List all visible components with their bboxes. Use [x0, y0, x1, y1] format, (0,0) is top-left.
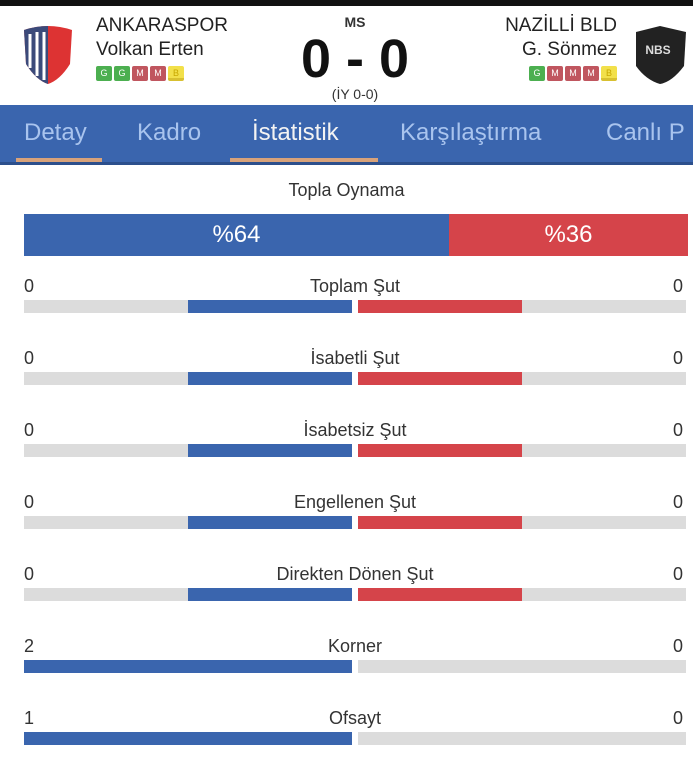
away-track	[358, 516, 686, 529]
away-team-logo[interactable]: NBS	[632, 24, 688, 86]
possession-title: Topla Oynama	[288, 180, 405, 200]
away-value: 0	[672, 420, 683, 440]
home-bar	[24, 732, 352, 745]
away-bar	[358, 588, 522, 601]
away-track	[358, 444, 686, 457]
home-value: 0	[24, 564, 35, 584]
home-track	[24, 372, 352, 385]
home-value: 0	[24, 348, 35, 368]
home-track	[24, 588, 352, 601]
home-possession-value: %64	[212, 221, 261, 248]
away-track	[358, 300, 686, 313]
form-badge: M	[132, 66, 148, 81]
stat-row: 0 Toplam Şut 0	[0, 276, 693, 348]
stat-label: Engellenen Şut	[293, 492, 417, 512]
away-track	[358, 588, 686, 601]
away-bar	[358, 444, 522, 457]
form-badge: M	[583, 66, 599, 81]
away-bar	[358, 372, 522, 385]
status-bar	[0, 0, 693, 6]
stat-row: 0 Engellenen Şut 0	[0, 492, 693, 564]
home-track	[24, 300, 352, 313]
home-team-logo[interactable]	[20, 24, 76, 86]
away-possession-bar: %36	[449, 214, 688, 256]
form-badge: G	[96, 66, 112, 81]
home-coach: Volkan Erten	[96, 39, 204, 60]
half-time-score: (İY 0-0)	[331, 86, 379, 102]
tab-1[interactable]: Kadro	[137, 119, 202, 146]
away-value: 0	[672, 348, 683, 368]
active-tab-indicator	[230, 158, 378, 162]
stat-label: Ofsayt	[328, 708, 381, 728]
stat-row: 0 İsabetsiz Şut 0	[0, 420, 693, 492]
away-track	[358, 372, 686, 385]
tab-indicator	[16, 158, 102, 162]
away-value: 0	[672, 276, 683, 296]
tab-0[interactable]: Detay	[24, 119, 87, 146]
away-bar	[358, 300, 522, 313]
match-status: MS	[344, 14, 366, 30]
away-possession-value: %36	[544, 221, 593, 248]
home-bar	[24, 660, 352, 673]
away-logo-text: NBS	[645, 43, 670, 57]
home-bar	[188, 300, 352, 313]
home-bar	[188, 444, 352, 457]
stat-label: Korner	[327, 636, 383, 656]
tab-3[interactable]: Karşılaştırma	[400, 119, 542, 146]
home-possession-bar: %64	[24, 214, 449, 256]
home-bar	[188, 588, 352, 601]
score: 0 - 0	[300, 29, 410, 89]
form-badge: G	[114, 66, 130, 81]
away-bar	[358, 516, 522, 529]
home-value: 0	[24, 492, 35, 512]
stat-label: İsabetsiz Şut	[303, 420, 407, 440]
home-bar	[188, 372, 352, 385]
away-coach: G. Sönmez	[521, 39, 617, 60]
form-badge: M	[565, 66, 581, 81]
away-track	[358, 732, 686, 745]
tab-4[interactable]: Canlı P	[606, 119, 685, 146]
stat-row: 2 Korner 0	[0, 636, 693, 708]
tab-bar: Detay Kadro İstatistik Karşılaştırma Canlı P	[0, 105, 693, 165]
stat-label: Toplam Şut	[309, 276, 401, 296]
away-value: 0	[672, 492, 683, 512]
form-badge: M	[150, 66, 166, 81]
away-value: 0	[672, 708, 683, 728]
away-value: 0	[672, 564, 683, 584]
home-track	[24, 516, 352, 529]
stat-label: İsabetli Şut	[310, 348, 400, 368]
form-badge: B	[168, 66, 184, 81]
home-team-name: ANKARASPOR	[96, 15, 228, 36]
form-badge: M	[547, 66, 563, 81]
away-value: 0	[672, 636, 683, 656]
home-track	[24, 444, 352, 457]
home-value: 0	[24, 276, 35, 296]
home-track	[24, 732, 352, 745]
stat-row: 1 Ofsayt 0	[0, 708, 693, 780]
home-value: 2	[24, 636, 35, 656]
tab-2[interactable]: İstatistik	[252, 119, 339, 146]
form-badge: B	[601, 66, 617, 81]
home-track	[24, 660, 352, 673]
away-team-name: NAZİLLİ BLD	[505, 15, 617, 36]
away-track	[358, 660, 686, 673]
stat-label: Direkten Dönen Şut	[276, 564, 434, 584]
stat-row: 0 İsabetli Şut 0	[0, 348, 693, 420]
home-bar	[188, 516, 352, 529]
home-value: 0	[24, 420, 35, 440]
home-value: 1	[24, 708, 35, 728]
stat-row: 0 Direkten Dönen Şut 0	[0, 564, 693, 636]
form-badge: G	[529, 66, 545, 81]
